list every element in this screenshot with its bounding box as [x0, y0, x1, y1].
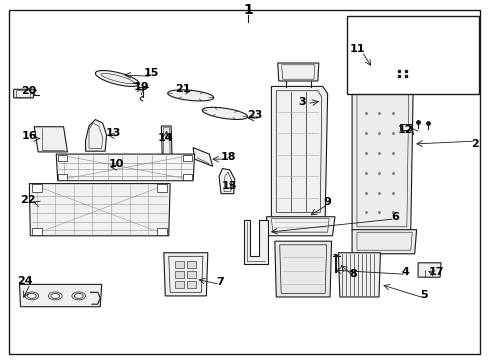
Text: 14: 14 — [157, 132, 173, 143]
Polygon shape — [14, 89, 34, 98]
Text: 17: 17 — [427, 267, 443, 277]
Polygon shape — [338, 253, 380, 297]
Polygon shape — [95, 71, 139, 86]
Bar — [58, 174, 66, 180]
Bar — [32, 184, 41, 192]
Polygon shape — [244, 220, 267, 264]
Text: 6: 6 — [390, 212, 398, 222]
Bar — [58, 155, 66, 161]
Polygon shape — [161, 126, 172, 160]
Polygon shape — [351, 60, 377, 84]
Bar — [399, 124, 410, 130]
Bar — [346, 16, 478, 94]
Polygon shape — [56, 154, 194, 181]
Polygon shape — [20, 284, 102, 307]
Text: 13: 13 — [105, 128, 121, 138]
Text: 5: 5 — [420, 290, 427, 300]
Polygon shape — [417, 263, 440, 277]
Text: 24: 24 — [18, 276, 33, 286]
Polygon shape — [389, 60, 416, 84]
Polygon shape — [277, 63, 318, 81]
Text: 7: 7 — [216, 276, 224, 287]
Text: 18: 18 — [221, 152, 236, 162]
Text: 11: 11 — [348, 44, 364, 54]
Text: 10: 10 — [108, 159, 124, 169]
Bar — [187, 281, 196, 288]
Text: 23: 23 — [247, 110, 263, 120]
Bar — [183, 174, 192, 180]
Text: 3: 3 — [298, 96, 305, 107]
Text: 13: 13 — [222, 181, 237, 192]
Polygon shape — [167, 90, 213, 101]
Bar — [175, 271, 183, 278]
Polygon shape — [351, 230, 416, 254]
Text: 12: 12 — [397, 125, 413, 135]
Bar — [157, 228, 167, 235]
Polygon shape — [29, 184, 170, 236]
Text: 8: 8 — [348, 269, 356, 279]
Text: 21: 21 — [174, 84, 190, 94]
Bar — [187, 271, 196, 278]
Polygon shape — [202, 107, 247, 120]
Polygon shape — [85, 120, 106, 151]
Text: 2: 2 — [470, 139, 478, 149]
Polygon shape — [271, 86, 327, 218]
Text: 20: 20 — [20, 86, 36, 96]
Bar — [183, 155, 192, 161]
Text: 9: 9 — [323, 197, 331, 207]
Text: 1: 1 — [243, 3, 253, 17]
Bar — [32, 228, 41, 235]
Text: 15: 15 — [143, 68, 159, 78]
Polygon shape — [219, 168, 234, 194]
Bar — [157, 184, 167, 192]
Bar — [187, 261, 196, 268]
Polygon shape — [351, 86, 412, 230]
Polygon shape — [34, 127, 67, 152]
Polygon shape — [266, 217, 334, 236]
Bar — [175, 281, 183, 288]
Bar — [175, 261, 183, 268]
Text: 16: 16 — [21, 131, 37, 141]
Polygon shape — [274, 241, 331, 297]
Text: 22: 22 — [20, 195, 36, 205]
Text: 19: 19 — [134, 82, 149, 92]
Polygon shape — [163, 253, 207, 296]
Polygon shape — [193, 148, 212, 166]
Text: 4: 4 — [401, 267, 409, 277]
